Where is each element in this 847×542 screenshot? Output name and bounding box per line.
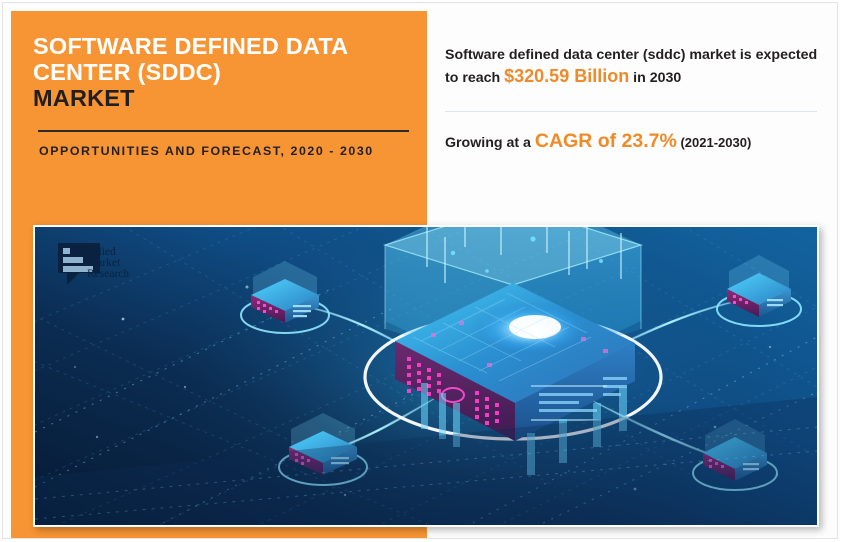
growth-prefix: Growing at a xyxy=(445,135,535,151)
title-divider xyxy=(38,130,409,132)
data-center-illustration xyxy=(35,227,817,525)
node-top-right xyxy=(716,255,802,327)
headline-stat: Software defined data center (sddc) mark… xyxy=(445,45,819,89)
title-line-3: MARKET xyxy=(33,85,135,111)
illustration-panel: Allied Market Research xyxy=(33,225,819,527)
central-server xyxy=(382,227,644,475)
headline-prefix: Software defined data center (sddc) mark… xyxy=(445,47,818,86)
growth-period: (2021-2030) xyxy=(676,135,752,150)
report-subtitle: OPPORTUNITIES AND FORECAST, 2020 - 2030 xyxy=(39,144,374,158)
headline-value: $320.59 Billion xyxy=(504,66,630,86)
node-bottom-left xyxy=(278,413,368,486)
title-line-1: SOFTWARE DEFINED DATA xyxy=(33,33,349,59)
growth-stat: Growing at a CAGR of 23.7% (2021-2030) xyxy=(445,131,819,154)
logo-line-3: Research xyxy=(87,268,129,280)
logo-line-2: Market xyxy=(87,257,121,269)
report-title: SOFTWARE DEFINED DATA CENTER (SDDC) MARK… xyxy=(33,33,393,111)
logo-line-1: Allied xyxy=(87,246,116,258)
node-bottom-right xyxy=(692,419,778,491)
report-card: SOFTWARE DEFINED DATA CENTER (SDDC) MARK… xyxy=(2,2,838,539)
growth-value: CAGR of 23.7% xyxy=(534,130,677,152)
node-top-left xyxy=(240,261,330,334)
allied-market-research-logo: Allied Market Research xyxy=(58,243,129,285)
title-line-2: CENTER (SDDC) xyxy=(33,59,221,85)
stats-divider xyxy=(445,111,817,112)
headline-suffix: in 2030 xyxy=(629,70,682,86)
headline-stat-text: Software defined data center (sddc) mark… xyxy=(445,45,819,89)
